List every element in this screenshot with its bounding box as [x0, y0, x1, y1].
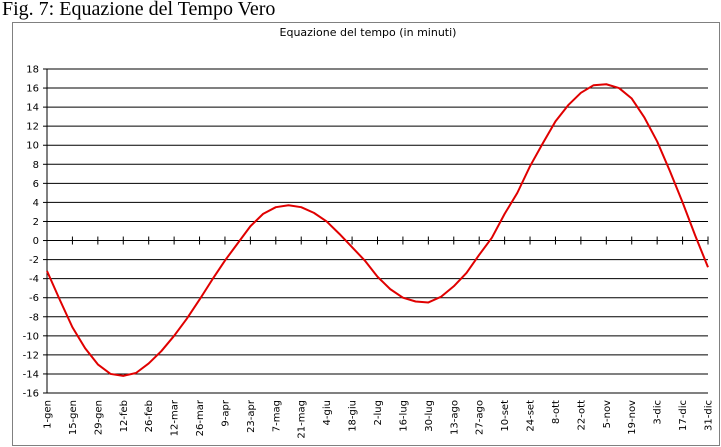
x-tick-label: 16-lug [398, 400, 409, 432]
x-tick-label: 19-nov [627, 400, 638, 435]
x-tick-label: 27-ago [475, 400, 486, 435]
y-tick-label: 10 [26, 141, 39, 152]
y-tick-label: -12 [23, 350, 39, 361]
y-tick-label: 14 [26, 103, 39, 114]
y-tick-label: -4 [29, 274, 39, 285]
x-tick-label: 24-set [526, 400, 537, 432]
x-tick-label: 12-feb [119, 400, 130, 432]
x-tick-label: 3-dic [653, 400, 664, 425]
y-tick-label: 8 [33, 160, 39, 171]
x-tick-label: 2-lug [373, 400, 384, 425]
y-tick-label: -8 [29, 312, 39, 323]
x-tick-label: 17-dic [678, 400, 689, 431]
x-tick-label: 1-gen [43, 400, 54, 429]
x-tick-label: 13-ago [449, 400, 460, 435]
x-tick-label: 9-apr [220, 399, 231, 426]
chart-title: Equazione del tempo (in minuti) [280, 26, 457, 39]
x-tick-label: 10-set [500, 400, 511, 432]
x-tick-label: 7-mag [271, 400, 282, 432]
y-tick-label: -6 [29, 293, 39, 304]
figure-caption: Fig. 7: Equazione del Tempo Vero [2, 0, 275, 20]
x-tick-label: 29-gen [93, 400, 104, 435]
y-tick-label: 4 [33, 198, 39, 209]
x-tick-label: 8-ott [551, 400, 562, 424]
y-tick-label: 2 [33, 217, 39, 228]
y-tick-label: -2 [29, 255, 39, 266]
data-line [46, 83, 709, 377]
x-tick-label: 31-dic [704, 400, 715, 431]
y-tick-label: 0 [33, 236, 39, 247]
x-tick-label: 26-mar [195, 399, 206, 436]
x-tick-label: 18-giu [348, 400, 359, 432]
y-tick-label: -10 [23, 331, 39, 342]
x-tick-label: 5-nov [602, 400, 613, 428]
x-tick-label: 12-mar [170, 399, 181, 436]
x-tick-label: 21-mag [297, 400, 308, 439]
y-tick-label: 18 [26, 65, 39, 76]
x-tick-label: 22-ott [576, 400, 587, 431]
y-tick-label: 6 [33, 179, 39, 190]
x-tick-label: 26-feb [144, 400, 155, 432]
y-tick-label: 16 [26, 84, 39, 95]
y-tick-label: -16 [23, 389, 39, 400]
y-tick-label: -14 [23, 369, 39, 380]
y-tick-label: 12 [26, 122, 39, 133]
x-tick-label: 15-gen [68, 400, 79, 435]
x-tick-label: 4-giu [322, 400, 333, 425]
x-tick-label: 23-apr [246, 399, 257, 433]
x-tick-label: 30-lug [424, 400, 435, 432]
